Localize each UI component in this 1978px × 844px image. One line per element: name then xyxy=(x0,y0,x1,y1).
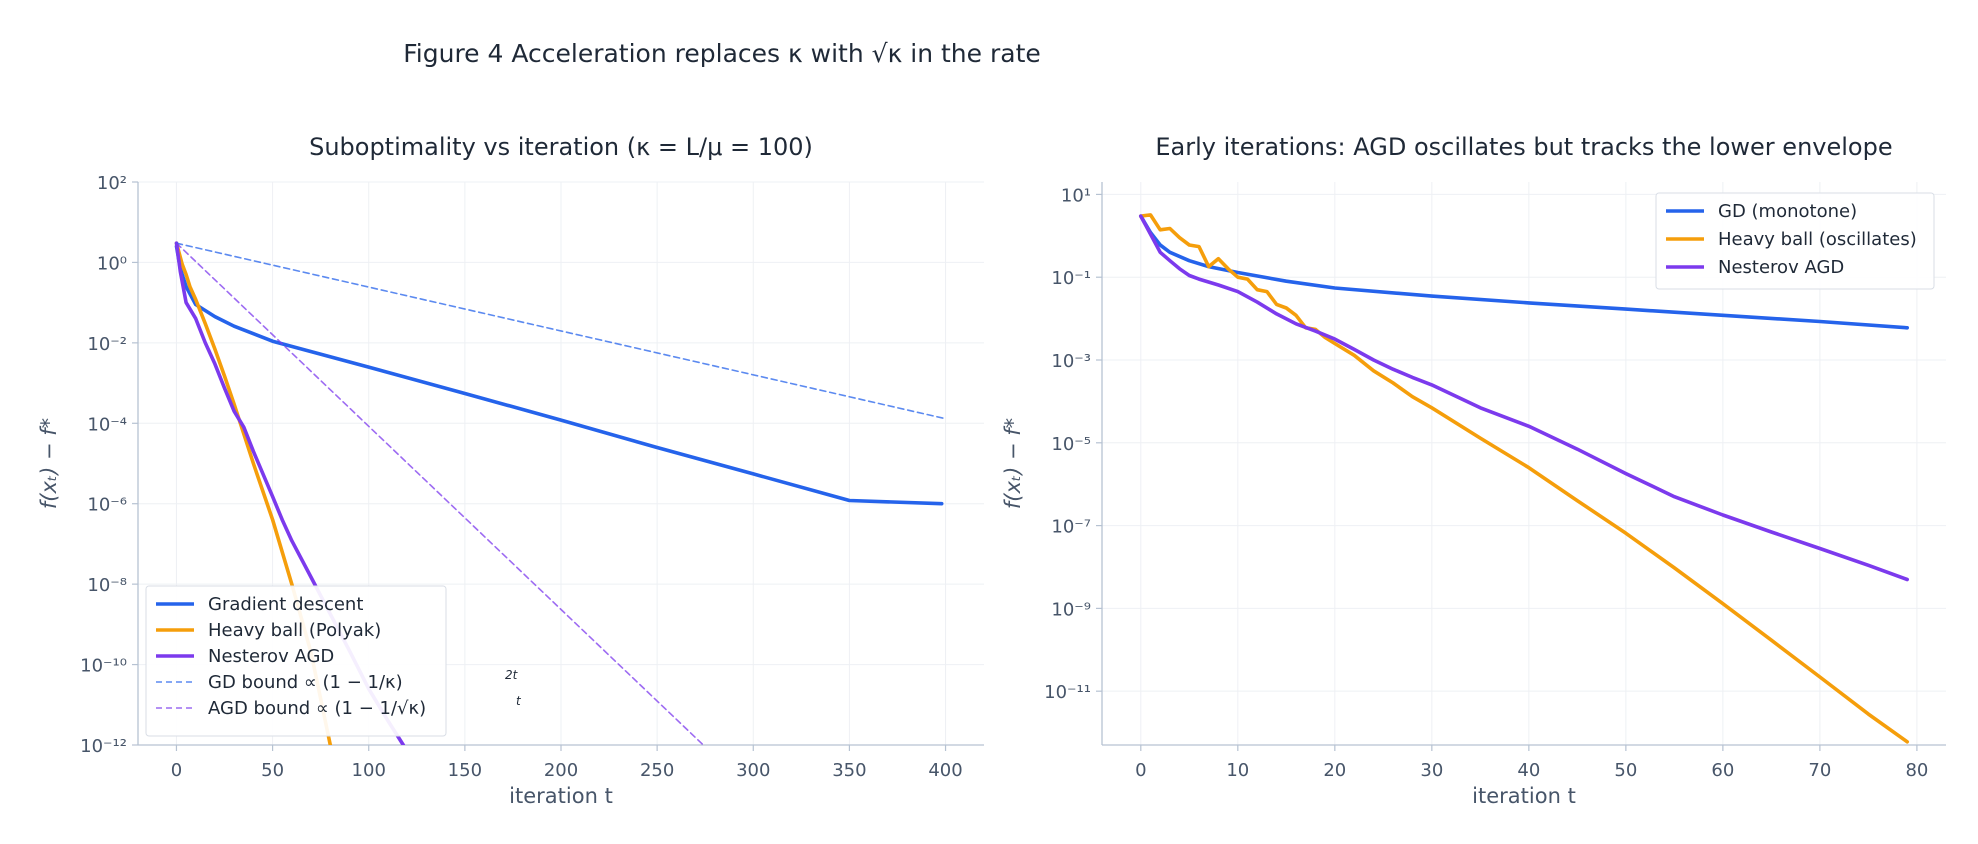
x-tick-label: 40 xyxy=(1517,760,1540,781)
x-tick-label: 50 xyxy=(261,760,284,781)
y-tick-label: 10⁻¹⁰ xyxy=(80,656,127,677)
legend: Gradient descent Heavy ball (Polyak) Neste… xyxy=(145,585,522,737)
y-tick-label: 10⁻³ xyxy=(1051,351,1091,372)
x-tick-label: 60 xyxy=(1711,760,1734,781)
legend-label: Nesterov AGD xyxy=(1718,257,1844,278)
panel-title: Early iterations: AGD oscillates but tra… xyxy=(1155,133,1892,161)
x-tick-label: 200 xyxy=(544,760,578,781)
series-group xyxy=(1139,213,1909,744)
x-axis-label: iteration t xyxy=(509,784,613,808)
right-panel: Early iterations: AGD oscillates but tra… xyxy=(1001,133,1946,808)
y-tick-label: 10⁻⁷ xyxy=(1051,517,1091,538)
x-tick-label: 150 xyxy=(448,760,482,781)
legend-label: Nesterov AGD xyxy=(208,646,334,667)
y-tick-label: 10⁻⁶ xyxy=(87,495,127,516)
series-line-gd-bound xyxy=(175,242,947,420)
y-tick-label: 10⁻⁸ xyxy=(87,575,127,596)
y-tick-label: 10⁻⁹ xyxy=(1051,599,1091,620)
y-tick-label: 10⁻¹ xyxy=(1051,268,1091,289)
x-tick-label: 250 xyxy=(640,760,674,781)
legend-label-superscript: t xyxy=(516,694,522,708)
left-panel: Suboptimality vs iteration (κ = L/μ = 10… xyxy=(37,133,984,808)
x-tick-label: 30 xyxy=(1420,760,1443,781)
y-tick-label: 10⁰ xyxy=(97,253,127,274)
series-line-heavy_ball xyxy=(1139,213,1909,744)
legend-label: GD (monotone) xyxy=(1718,201,1857,222)
x-tick-label: 350 xyxy=(832,760,866,781)
y-axis-label: f(xₜ) − f* xyxy=(1001,418,1025,509)
legend-label: AGD bound ∝ (1 − 1/√κ) xyxy=(208,698,426,719)
x-tick-label: 300 xyxy=(736,760,770,781)
y-tick-label: 10⁻¹² xyxy=(80,736,127,757)
x-tick-label: 400 xyxy=(928,760,962,781)
series-line-heavy_ball xyxy=(174,241,333,745)
y-tick-label: 10⁻² xyxy=(87,334,127,355)
y-tick-label: 10² xyxy=(97,173,127,194)
legend-label: Heavy ball (oscillates) xyxy=(1718,229,1917,250)
y-tick-label: 10⁻⁵ xyxy=(1051,434,1091,455)
figure-title: Figure 4 Acceleration replaces κ with √κ… xyxy=(403,39,1041,68)
series-line-gd xyxy=(174,244,944,506)
legend-label-superscript: 2t xyxy=(505,668,519,682)
legend-label: Gradient descent xyxy=(208,594,363,615)
y-axis-label: f(xₜ) − f* xyxy=(37,418,61,509)
legend-box xyxy=(1655,192,1935,290)
y-tick-label: 10⁻⁴ xyxy=(87,414,127,435)
x-tick-label: 70 xyxy=(1808,760,1831,781)
y-tick-label: 10¹ xyxy=(1061,185,1091,206)
x-tick-label: 0 xyxy=(171,760,182,781)
x-tick-label: 20 xyxy=(1323,760,1346,781)
series-line-nesterov-bound xyxy=(175,242,705,745)
y-tick-label: 10⁻¹¹ xyxy=(1044,682,1091,703)
legend-box xyxy=(145,585,447,737)
x-tick-label: 100 xyxy=(352,760,386,781)
legend-label: Heavy ball (Polyak) xyxy=(208,620,381,641)
x-axis-label: iteration t xyxy=(1472,784,1576,808)
panel-title: Suboptimality vs iteration (κ = L/μ = 10… xyxy=(309,133,813,161)
legend: GD (monotone) Heavy ball (oscillates) Nest… xyxy=(1655,192,1935,290)
legend-label: GD bound ∝ (1 − 1/κ) xyxy=(208,672,403,693)
x-tick-label: 50 xyxy=(1614,760,1637,781)
series-line-gd xyxy=(1139,214,1909,330)
x-tick-label: 80 xyxy=(1905,760,1928,781)
x-tick-label: 10 xyxy=(1226,760,1249,781)
series-line-nesterov xyxy=(1139,214,1909,582)
x-tick-label: 0 xyxy=(1135,760,1146,781)
